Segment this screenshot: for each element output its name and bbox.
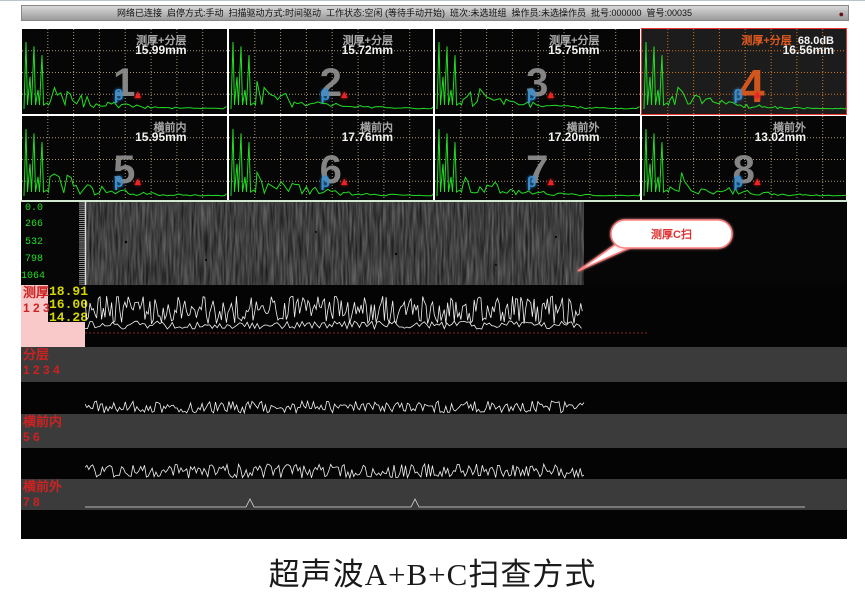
svg-text:测厚C扫: 测厚C扫 (651, 227, 692, 241)
